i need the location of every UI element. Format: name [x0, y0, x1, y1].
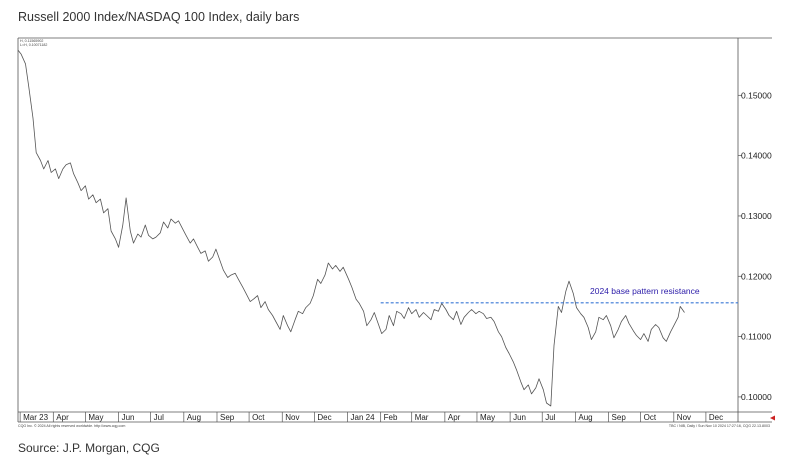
x-tick-label: May [480, 413, 495, 422]
scroll-arrow-icon [770, 415, 775, 421]
x-tick-label: Sep [220, 413, 235, 422]
x-tick-label: Jun [122, 413, 135, 422]
x-tick-label: Nov [677, 413, 691, 422]
x-tick-label: Mar 23 [23, 413, 48, 422]
x-tick-label: Oct [252, 413, 265, 422]
header-info-line2: L=H, 0.10071182 [20, 43, 47, 47]
x-tick-label: Aug [187, 413, 201, 422]
header-info-line1: H, 0.11565902 [20, 39, 43, 43]
x-tick-label: Dec [317, 413, 331, 422]
x-tick-label: Jul [154, 413, 164, 422]
x-tick-label: Dec [709, 413, 723, 422]
y-tick-label: 0.14000 [741, 151, 772, 161]
x-tick-label: Oct [644, 413, 657, 422]
y-tick-label: 0.11000 [741, 332, 771, 342]
series-group [17, 49, 685, 407]
x-tick-label: Jan 24 [351, 413, 376, 422]
y-tick-label: 0.13000 [741, 211, 772, 221]
x-tick-label: Apr [448, 413, 461, 422]
resistance-label: 2024 base pattern resistance [590, 286, 700, 296]
x-tick-label: May [88, 413, 103, 422]
chart-title: Russell 2000 Index/NASDAQ 100 Index, dai… [18, 10, 300, 24]
x-tick-label: Nov [285, 413, 299, 422]
y-tick-label: 0.15000 [741, 90, 772, 100]
footer-info-right: TBC / NIB, Daily / Sun Nov 10 2024 17:27… [669, 424, 770, 428]
x-tick-label: Apr [56, 413, 69, 422]
y-tick-label: 0.10000 [741, 392, 772, 402]
source-note: Source: J.P. Morgan, CQG [18, 441, 160, 455]
x-tick-label: Mar [415, 413, 429, 422]
chart-frame [17, 37, 772, 423]
x-tick-label: Aug [578, 413, 592, 422]
y-tick-label: 0.12000 [741, 271, 772, 281]
x-tick-label: Jun [513, 413, 526, 422]
x-tick-label: Jul [545, 413, 555, 422]
x-tick-label: Feb [384, 413, 398, 422]
y-axis: 0.15000 0.14000 0.13000 0.12000 0.11000 … [738, 90, 772, 402]
x-tick-label: Sep [612, 413, 627, 422]
series-line [17, 49, 685, 407]
x-axis: Mar 23 Apr May Jun Jul Aug Sep Oct Nov Dec Jan 24 F… [19, 412, 723, 422]
footer-info-left: CQG Inc. © 2024 All rights reserved worl… [18, 424, 125, 428]
annotation-group: 2024 base pattern resistance [380, 286, 775, 421]
